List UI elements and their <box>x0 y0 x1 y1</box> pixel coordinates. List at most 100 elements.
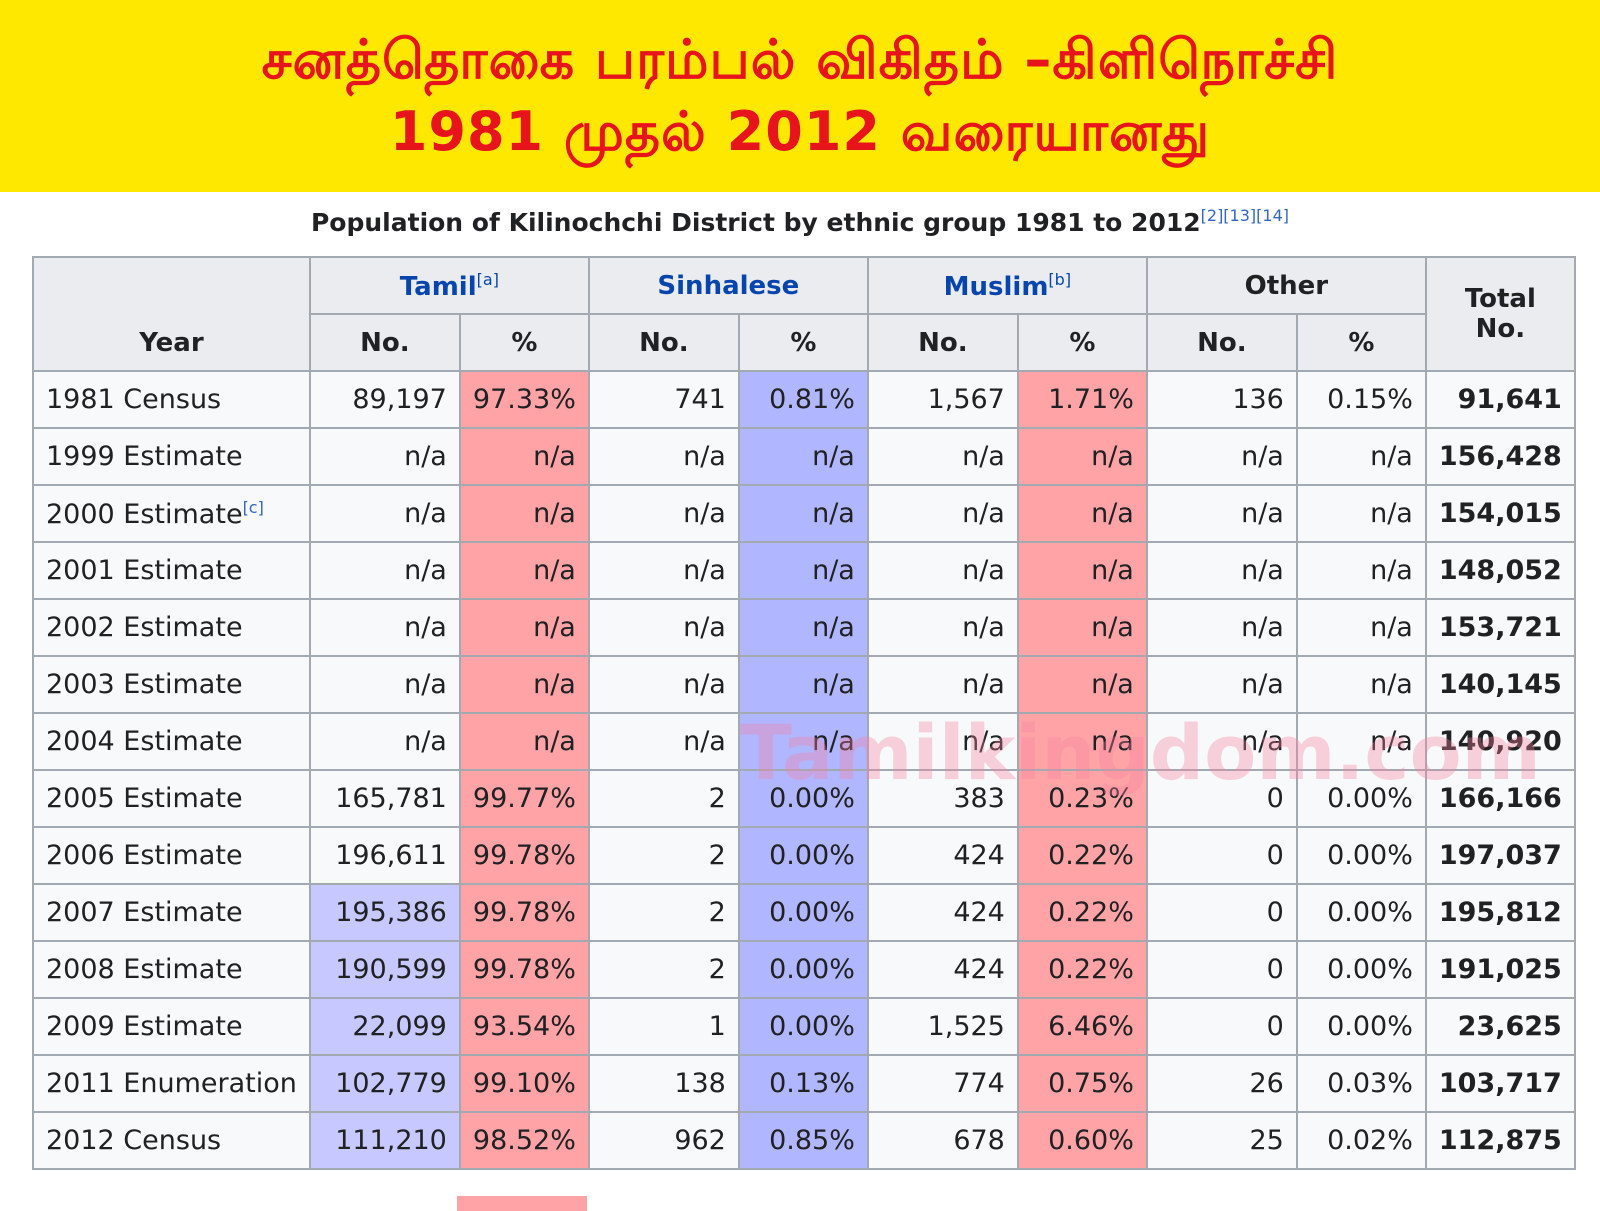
header-muslim-no: No. <box>866 313 1019 372</box>
cell-oth-no: 0 <box>1145 883 1298 942</box>
cell-mus-no: n/a <box>866 655 1019 714</box>
cell-sin-no: 1 <box>587 997 740 1056</box>
header-total: Total No. <box>1424 256 1576 372</box>
row-year: 1981 Census <box>32 370 311 429</box>
cell-tamil-no: n/a <box>308 712 461 771</box>
cell-total: 154,015 <box>1424 484 1576 543</box>
cell-sin-pct: 0.85% <box>737 1111 869 1170</box>
cell-sin-pct: 0.00% <box>737 883 869 942</box>
header-muslim[interactable]: Muslim[b] <box>866 256 1148 315</box>
cell-tamil-no: 89,197 <box>308 370 461 429</box>
cell-mus-no: 383 <box>866 769 1019 828</box>
cell-tamil-pct: 98.52% <box>458 1111 590 1170</box>
cell-tamil-no: n/a <box>308 541 461 600</box>
cell-sin-no: 2 <box>587 940 740 999</box>
cell-tamil-pct: 99.78% <box>458 826 590 885</box>
cell-oth-no: 26 <box>1145 1054 1298 1113</box>
row-year: 2004 Estimate <box>32 712 311 771</box>
cell-mus-pct: n/a <box>1016 427 1148 486</box>
row-year: 2011 Enumeration <box>32 1054 311 1113</box>
cell-mus-pct: n/a <box>1016 712 1148 771</box>
cell-sin-no: n/a <box>587 541 740 600</box>
table-row: 2005 Estimate 165,781 99.77% 2 0.00% 383 0.23%… <box>32 769 1576 828</box>
row-year: 2007 Estimate <box>32 883 311 942</box>
cell-sin-pct: n/a <box>737 427 869 486</box>
cell-tamil-pct: n/a <box>458 598 590 657</box>
cell-mus-pct: 6.46% <box>1016 997 1148 1056</box>
cell-mus-pct: 0.22% <box>1016 883 1148 942</box>
header-muslim-pct: % <box>1016 313 1148 372</box>
row-year: 2003 Estimate <box>32 655 311 714</box>
cell-oth-pct: n/a <box>1295 655 1427 714</box>
cell-mus-pct: n/a <box>1016 598 1148 657</box>
cell-sin-pct: n/a <box>737 484 869 543</box>
population-table: Year Tamil[a] Sinhalese Muslim[b] Other … <box>32 256 1576 1170</box>
cell-oth-no: n/a <box>1145 655 1298 714</box>
cell-oth-no: 25 <box>1145 1111 1298 1170</box>
cell-sin-no: 2 <box>587 826 740 885</box>
table-row: 2012 Census 111,210 98.52% 962 0.85% 678 0.60%… <box>32 1111 1576 1170</box>
cell-tamil-no: 196,611 <box>308 826 461 885</box>
cell-oth-pct: 0.15% <box>1295 370 1427 429</box>
cell-mus-pct: 0.22% <box>1016 940 1148 999</box>
cell-total: 140,920 <box>1424 712 1576 771</box>
cell-sin-pct: n/a <box>737 598 869 657</box>
table-row: 2011 Enumeration 102,779 99.10% 138 0.13% 774… <box>32 1054 1576 1113</box>
cell-oth-pct: 0.02% <box>1295 1111 1427 1170</box>
cell-tamil-pct: n/a <box>458 712 590 771</box>
cell-oth-no: 0 <box>1145 997 1298 1056</box>
cell-tamil-pct: 99.10% <box>458 1054 590 1113</box>
cell-mus-no: 424 <box>866 826 1019 885</box>
cell-total: 148,052 <box>1424 541 1576 600</box>
header-sinhalese-no: No. <box>587 313 740 372</box>
caption-references[interactable]: [2][13][14] <box>1200 206 1289 225</box>
cell-oth-no: n/a <box>1145 427 1298 486</box>
header-sinhalese-pct: % <box>737 313 869 372</box>
row-year: 2008 Estimate <box>32 940 311 999</box>
cell-total: 112,875 <box>1424 1111 1576 1170</box>
cell-mus-no: 424 <box>866 883 1019 942</box>
cell-tamil-no: n/a <box>308 598 461 657</box>
cell-oth-no: 0 <box>1145 826 1298 885</box>
header-tamil[interactable]: Tamil[a] <box>308 256 590 315</box>
cell-sin-no: 741 <box>587 370 740 429</box>
caption-text: Population of Kilinochchi District by et… <box>310 208 1201 237</box>
cell-sin-pct: n/a <box>737 712 869 771</box>
table-row: 2007 Estimate 195,386 99.78% 2 0.00% 424 0.22%… <box>32 883 1576 942</box>
cell-sin-no: 138 <box>587 1054 740 1113</box>
cell-tamil-pct: 99.77% <box>458 769 590 828</box>
banner-title-line-1: சனத்தொகை பரம்பல் விகிதம் –கிளிநொச்சி <box>261 28 1339 91</box>
cell-mus-pct: n/a <box>1016 484 1148 543</box>
cell-tamil-no: 111,210 <box>308 1111 461 1170</box>
cell-mus-no: n/a <box>866 484 1019 543</box>
header-sinhalese[interactable]: Sinhalese <box>587 256 869 315</box>
table-row: 2003 Estimate n/a n/a n/a n/a n/a n/a n/a n/a 140… <box>32 655 1576 714</box>
cell-tamil-no: 195,386 <box>308 883 461 942</box>
cell-tamil-pct: n/a <box>458 484 590 543</box>
cell-oth-pct: n/a <box>1295 598 1427 657</box>
row-year: 2005 Estimate <box>32 769 311 828</box>
cell-tamil-no: n/a <box>308 484 461 543</box>
table-row: 2006 Estimate 196,611 99.78% 2 0.00% 424 0.22%… <box>32 826 1576 885</box>
header-year: Year <box>32 256 311 372</box>
cell-mus-pct: 0.60% <box>1016 1111 1148 1170</box>
header-other-pct: % <box>1295 313 1427 372</box>
cell-total: 91,641 <box>1424 370 1576 429</box>
row-note[interactable]: [c] <box>242 497 264 517</box>
muslim-note[interactable]: [b] <box>1048 269 1072 289</box>
tamil-note[interactable]: [a] <box>476 269 499 289</box>
cell-tamil-no: n/a <box>308 427 461 486</box>
cell-mus-no: 678 <box>866 1111 1019 1170</box>
cell-mus-pct: n/a <box>1016 541 1148 600</box>
cell-tamil-pct: 93.54% <box>458 997 590 1056</box>
cell-tamil-no: n/a <box>308 655 461 714</box>
table-row: 2002 Estimate n/a n/a n/a n/a n/a n/a n/a n/a 153… <box>32 598 1576 657</box>
row-year: 2002 Estimate <box>32 598 311 657</box>
cell-mus-no: 424 <box>866 940 1019 999</box>
cell-sin-no: n/a <box>587 427 740 486</box>
header-other: Other <box>1145 256 1427 315</box>
cell-tamil-no: 165,781 <box>308 769 461 828</box>
cell-oth-pct: n/a <box>1295 427 1427 486</box>
cell-sin-pct: 0.00% <box>737 997 869 1056</box>
cell-oth-no: 0 <box>1145 940 1298 999</box>
